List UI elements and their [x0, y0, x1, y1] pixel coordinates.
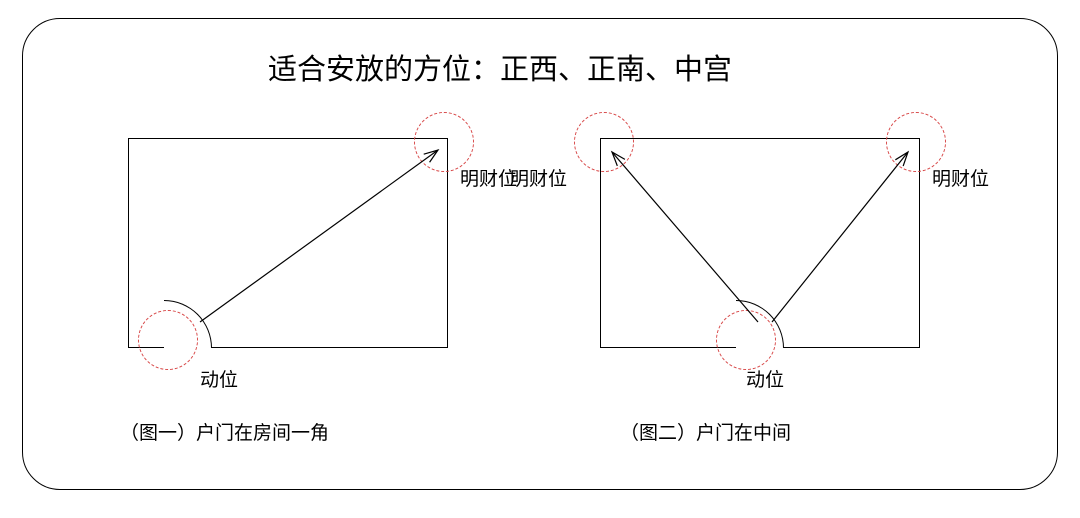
fig1-dongwei-label: 动位	[200, 365, 238, 392]
diagram-title: 适合安放的方位：正西、正南、中宫	[268, 46, 732, 88]
fig2-mingcaiwei-right-label: 明财位	[932, 164, 989, 191]
fig2-dongwei-label: 动位	[746, 365, 784, 392]
fig2-mingcaiwei-left-label: 明财位	[510, 164, 567, 191]
fig1-caption: （图一）户门在房间一角	[120, 418, 329, 445]
fig1-arrow	[180, 130, 458, 342]
fig2-caption: （图二）户门在中间	[620, 418, 791, 445]
fig2-arrow-left	[592, 132, 778, 342]
fig2-arrow-right	[752, 132, 928, 342]
fig1-mingcaiwei-label: 明财位	[460, 164, 517, 191]
